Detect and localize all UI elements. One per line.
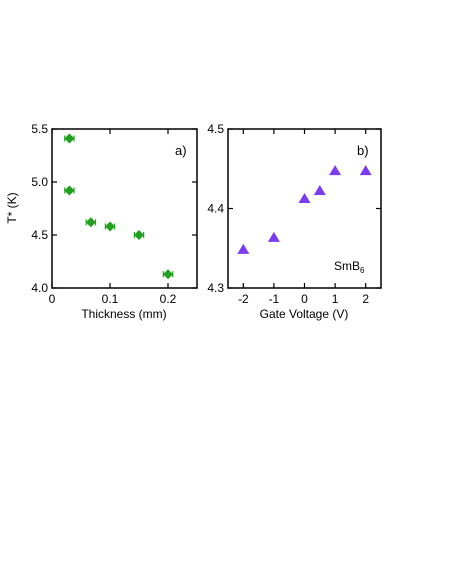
panel-b-x-tick-label: -1 bbox=[269, 292, 280, 306]
panel-a-data-point bbox=[64, 133, 75, 144]
panel-b-annotation-subscript: 6 bbox=[360, 266, 365, 275]
panel-a-x-tick-label: 0.2 bbox=[160, 292, 177, 306]
panel-b-y-tick-label: 4.4 bbox=[207, 202, 224, 216]
panel-b-data-point bbox=[329, 165, 342, 176]
panel-b-x-tick-label: 2 bbox=[362, 292, 369, 306]
panel-a-data-point bbox=[134, 230, 144, 240]
panel-a-chart: 0 0.1 0.2 4.0 4.5 5.0 5.5 a) Thickness (mm) T*… bbox=[5, 122, 198, 321]
panel-a-y-tick-label: 5.0 bbox=[31, 175, 48, 189]
panel-b-data-point bbox=[237, 243, 250, 254]
panel-b-annotation-main: SmB bbox=[334, 259, 360, 273]
panel-b-data-point bbox=[267, 231, 280, 242]
panel-b-data-point bbox=[359, 165, 372, 176]
panel-b-y-tick-label: 4.5 bbox=[207, 122, 224, 136]
panel-a-data-point bbox=[163, 269, 173, 280]
panel-b-y-tick-label: 4.3 bbox=[207, 281, 224, 295]
panel-b-x-tick-label: 1 bbox=[332, 292, 339, 306]
panel-a-data-point bbox=[64, 185, 75, 196]
panel-a-data-point bbox=[85, 217, 96, 228]
panel-a-plot-frame bbox=[51, 128, 198, 289]
panel-b-x-tick-label: -2 bbox=[238, 292, 249, 306]
panel-a-y-tick-label: 4.0 bbox=[31, 281, 48, 295]
panel-b-data-point bbox=[298, 192, 311, 203]
panel-b-data-point bbox=[313, 185, 326, 196]
panel-b-label: b) bbox=[357, 143, 369, 158]
panel-a-label: a) bbox=[175, 143, 187, 158]
panel-a-data-point bbox=[105, 221, 115, 232]
panel-b-x-tick-label: 0 bbox=[301, 292, 308, 306]
panel-a-x-tick-label: 0.1 bbox=[102, 292, 119, 306]
panel-b-chart: -2 -1 0 1 2 4.3 4.4 4.5 b) SmB6 Gate Voltage (V… bbox=[207, 122, 382, 321]
panel-b-annotation: SmB6 bbox=[334, 259, 365, 275]
panel-a-y-tick-label: 4.5 bbox=[31, 228, 48, 242]
panel-b-x-axis-label: Gate Voltage (V) bbox=[260, 307, 349, 321]
panel-a-x-axis-label: Thickness (mm) bbox=[81, 307, 166, 321]
panel-a-x-tick-label: 0 bbox=[49, 292, 56, 306]
panel-a-y-axis-label: T* (K) bbox=[5, 192, 19, 223]
panel-a-y-tick-label: 5.5 bbox=[31, 122, 48, 136]
